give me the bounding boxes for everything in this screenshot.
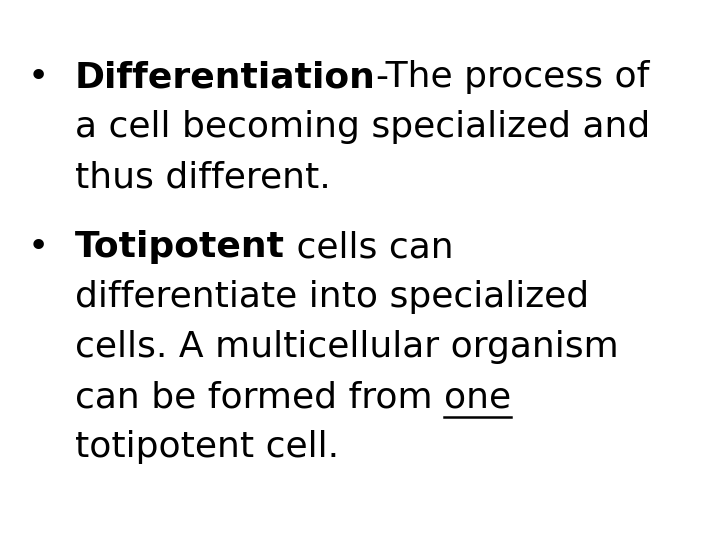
Text: -The process of: -The process of bbox=[376, 60, 649, 94]
Text: can be formed from: can be formed from bbox=[75, 380, 444, 414]
Text: Differentiation: Differentiation bbox=[75, 60, 376, 94]
Text: cells. A multicellular organism: cells. A multicellular organism bbox=[75, 330, 618, 364]
Text: Totipotent: Totipotent bbox=[75, 230, 285, 264]
Text: totipotent cell.: totipotent cell. bbox=[75, 430, 339, 464]
Text: •: • bbox=[28, 230, 49, 264]
Text: •: • bbox=[28, 60, 49, 94]
Text: a cell becoming specialized and: a cell becoming specialized and bbox=[75, 110, 650, 144]
Text: differentiate into specialized: differentiate into specialized bbox=[75, 280, 589, 314]
Text: thus different.: thus different. bbox=[75, 160, 330, 194]
Text: one: one bbox=[444, 380, 511, 414]
Text: cells can: cells can bbox=[285, 230, 454, 264]
